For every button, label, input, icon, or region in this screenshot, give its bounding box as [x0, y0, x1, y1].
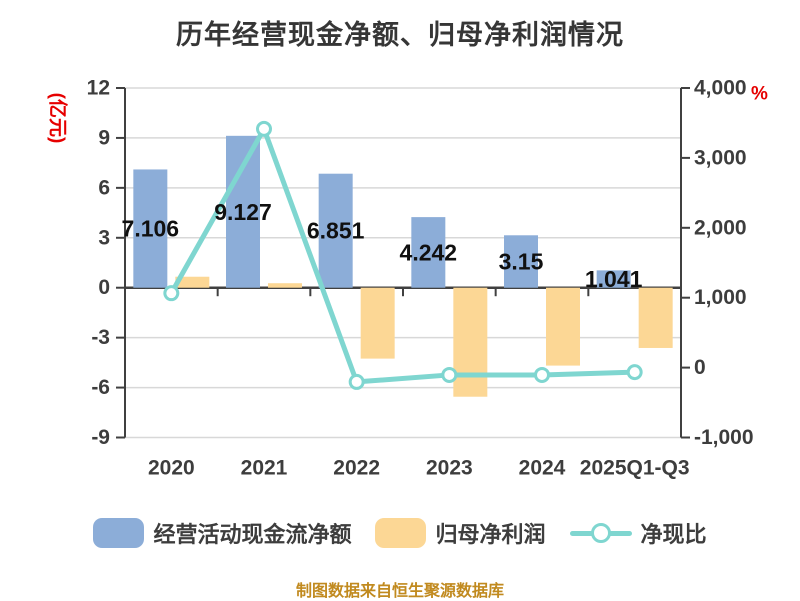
y-axis-left-tick-label: -6: [91, 376, 110, 399]
cash-ratio-point-2025Q1-Q3: [626, 364, 643, 381]
y-axis-right-tick-label: -1,000: [694, 426, 754, 449]
bar-net-profit-2020: [175, 276, 210, 288]
ratio-line-swatch-icon: [569, 518, 632, 548]
cash-ratio-point-2022: [348, 373, 365, 390]
legend-label-cash-ratio: 净现比: [640, 522, 707, 547]
cash-flow-value-label-2023: 4.242: [400, 239, 458, 265]
cash-ratio-point-2024: [534, 366, 550, 383]
left-axis-unit-label: (亿元): [47, 93, 70, 144]
y-axis-left-tick-label: 12: [87, 77, 110, 100]
bar-net-profit-2025Q1-Q3: [638, 287, 673, 348]
y-axis-right-tick-label: 1,000: [694, 286, 747, 309]
cash-ratio-point-2021: [256, 120, 272, 137]
cash-flow-value-label-2025Q1-Q3: 1.041: [585, 266, 643, 292]
y-axis-right-tick-label: 3,000: [694, 146, 747, 169]
bar-operating-cash-flow-2024: [504, 235, 538, 288]
y-axis-right-tick-label: 0: [694, 356, 706, 379]
y-axis-left-tick-label: 6: [98, 176, 110, 199]
y-axis-right-tick-label: 2,000: [694, 216, 747, 239]
bar-operating-cash-flow-2020: [133, 169, 168, 288]
y-axis-left-tick-label: -9: [91, 426, 110, 449]
y-axis-left-tick-label: 0: [98, 276, 110, 299]
x-axis-label-2021: 2021: [241, 457, 288, 480]
y-axis-right-tick-label: 4,000: [694, 77, 747, 100]
legend-label-operating-cash-flow: 经营活动现金流净额: [153, 522, 352, 547]
x-axis-label-2024: 2024: [519, 457, 566, 480]
y-axis-left-tick-label: 3: [98, 226, 110, 249]
chart-plot-area: 12 9 6 3 0 -3 -6 -9 4,000 3,000 2,000 1,000 0 -1,000 (…: [47, 77, 769, 480]
cash-flow-value-label-2022: 6.851: [307, 218, 365, 244]
bar-operating-cash-flow-2023: [411, 217, 446, 288]
x-axis-label-2022: 2022: [333, 457, 380, 480]
cash-flow-value-label-2024: 3.15: [499, 249, 544, 275]
y-axis-left-tick-label: 9: [98, 126, 110, 149]
cash-bar-swatch-icon: [93, 518, 145, 548]
bar-net-profit-2021: [268, 283, 302, 288]
data-source-note: 制图数据来自恒生聚源数据库: [295, 583, 504, 600]
bar-net-profit-2023: [453, 287, 488, 397]
x-axis-label-2023: 2023: [426, 457, 473, 480]
cash-ratio-line: [168, 126, 638, 385]
y-axis-left-tick-label: -3: [91, 326, 110, 349]
x-axis-label-2025Q1-Q3: 2025Q1-Q3: [580, 457, 690, 480]
legend-item-cash-ratio: 净现比: [569, 517, 707, 549]
cash-flow-value-label-2021: 9.127: [214, 199, 272, 225]
bar-net-profit-2024: [546, 287, 580, 366]
bar-operating-cash-flow-2022: [318, 173, 353, 288]
legend-item-operating-cash-flow: 经营活动现金流净额: [93, 517, 351, 549]
legend: 经营活动现金流净额 归母净利润 净现比: [0, 517, 800, 549]
bar-net-profit-2022: [360, 287, 395, 359]
profit-bar-swatch-icon: [375, 518, 427, 548]
x-axis-label-2020: 2020: [148, 457, 195, 480]
cash-ratio-point-2023: [441, 366, 458, 383]
legend-label-net-profit: 归母净利润: [435, 522, 546, 547]
cash-flow-value-label-2020: 7.106: [122, 216, 180, 242]
right-axis-unit-label: %: [751, 84, 768, 105]
cash-ratio-point-2020: [163, 285, 180, 302]
bar-operating-cash-flow-2025Q1-Q3: [596, 270, 631, 288]
chart-title: 历年经营现金净额、归母净利润情况: [176, 20, 624, 50]
legend-item-net-profit: 归母净利润: [375, 517, 546, 549]
